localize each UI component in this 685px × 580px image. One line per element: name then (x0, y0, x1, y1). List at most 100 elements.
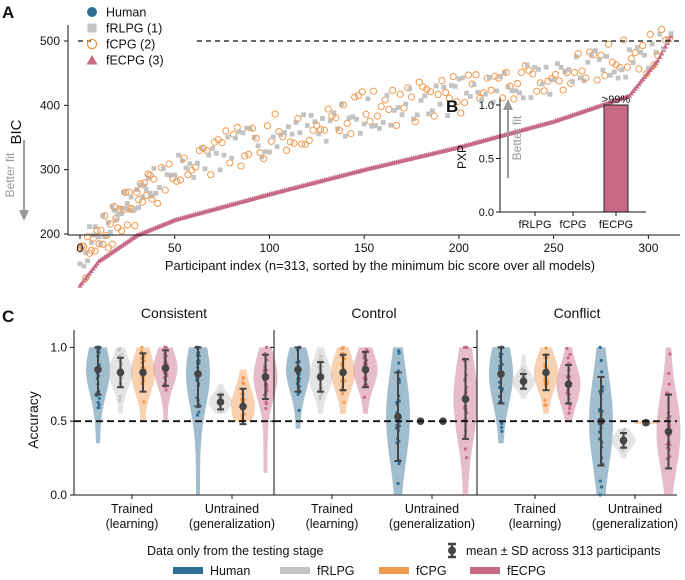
bic-point-fcpg (593, 76, 601, 84)
bic-point-frlpg (615, 75, 621, 81)
bic-point-fecpg (83, 275, 89, 281)
bic-point-frlpg (649, 41, 655, 47)
violin-point-fcpg (140, 349, 144, 353)
bic-x-tick-label: 100 (259, 241, 279, 255)
bic-point-fcpg (445, 94, 454, 102)
bic-point-frlpg (627, 47, 632, 53)
mean-point (497, 370, 505, 378)
bic-point-frlpg (77, 261, 83, 267)
bic-point-frlpg (437, 101, 443, 107)
bic-x-ticks: 0 50 100 150 200 250 300 (77, 235, 659, 255)
bic-point-frlpg (445, 113, 450, 118)
bic-point-frlpg (320, 116, 325, 121)
mean-point (116, 368, 125, 377)
bic-point-frlpg (297, 130, 303, 136)
bic-point-frlpg (380, 120, 386, 125)
bic-point-frlpg (373, 123, 378, 128)
bic-point-frlpg (520, 95, 526, 101)
accuracy-group-label-line1: Trained (514, 502, 556, 516)
bic-x-tick-label: 150 (354, 241, 374, 255)
model-legend-swatch-fecpg (470, 567, 500, 574)
legend-label: Human (106, 6, 146, 20)
bic-point-frlpg (323, 138, 329, 144)
accuracy-panel-title: Conflict (554, 305, 601, 321)
bic-point-frlpg (331, 110, 337, 116)
bic-point-frlpg (486, 75, 492, 80)
legend-label: fRLPG (1) (106, 22, 162, 36)
stat-legend: mean ± SD across 313 participants (448, 542, 660, 559)
accuracy-y-axis-label: Accuracy (25, 391, 41, 449)
bic-point-fcpg (148, 195, 156, 203)
bic-point-fcpg (118, 227, 126, 235)
mean-point (394, 412, 402, 421)
bic-point-frlpg (596, 57, 602, 62)
bic-point-frlpg (645, 65, 651, 71)
bic-point-fcpg (472, 71, 480, 79)
bic-point-frlpg (592, 48, 598, 53)
bic-scatter-points (76, 25, 674, 288)
model-legend-swatch-frlpg (280, 567, 310, 574)
bic-point-frlpg (452, 83, 458, 89)
bic-point-frlpg (471, 82, 477, 87)
panel-c-label: C (2, 307, 14, 326)
violin-point-fecpg (462, 345, 467, 349)
bic-point-frlpg (187, 161, 193, 167)
panel-c: C Accuracy Consistent0.00.51.0Trained(le… (2, 305, 681, 578)
bic-point-frlpg (407, 86, 413, 92)
bic-point-frlpg (151, 165, 157, 171)
violin-point-fecpg (164, 388, 168, 392)
legend-marker-frlpg (87, 23, 97, 33)
bic-point-frlpg (164, 172, 170, 178)
bic-point-fcpg (241, 152, 249, 160)
accuracy-y-tick-label: 0.5 (50, 414, 67, 428)
violin-point-fecpg (667, 382, 671, 386)
bic-point-fcpg (286, 138, 294, 146)
mean-point (94, 365, 102, 374)
bic-point-frlpg (403, 101, 409, 107)
bic-point-fcpg (150, 175, 158, 183)
bic-point-frlpg (121, 189, 126, 195)
bic-point-frlpg (577, 75, 583, 81)
bic-point-fecpg (657, 54, 663, 60)
bic-point-frlpg (312, 119, 318, 125)
bic-point-frlpg (248, 126, 253, 132)
bic-point-frlpg (376, 126, 382, 131)
violin-point-fcpg (142, 400, 146, 404)
bic-point-fcpg (305, 136, 313, 145)
bic-point-frlpg (259, 154, 265, 160)
bic-y-tick-label: 300 (40, 163, 60, 177)
bic-point-frlpg (111, 207, 117, 213)
bic-point-frlpg (418, 98, 424, 103)
bic-point-fcpg (373, 112, 382, 120)
accuracy-group-label-line2: (generalization) (592, 517, 678, 531)
bic-point-fcpg (80, 243, 88, 251)
accuracy-panel-title: Consistent (141, 305, 207, 321)
bic-point-frlpg (433, 83, 439, 89)
bic-point-frlpg (608, 72, 613, 78)
violin-point-human (500, 421, 504, 426)
bic-point-fcpg (93, 226, 101, 235)
bic-point-frlpg (426, 111, 432, 117)
bic-point-frlpg (270, 134, 276, 140)
mean-point (461, 395, 470, 403)
bic-point-fcpg (82, 274, 90, 282)
bic-point-fcpg (309, 126, 317, 134)
bic-point-frlpg (202, 166, 208, 172)
bic-point-frlpg (361, 121, 367, 127)
violin-point-human (598, 479, 602, 483)
accuracy-group-label-line2: (learning) (306, 517, 359, 531)
accuracy-x-ticks: Trained(learning) Untrained(generalizatio… (306, 495, 475, 531)
accuracy-x-ticks: Trained(learning) Untrained(generalizatio… (509, 495, 678, 531)
bic-point-frlpg (251, 135, 257, 140)
violin-point-fcpg (241, 376, 245, 381)
bic-point-frlpg (104, 234, 109, 239)
accuracy-panel-conflict: Conflict Trained(learning) Untrained(gener… (473, 305, 681, 531)
bic-point-frlpg (143, 187, 149, 192)
accuracy-panel-title: Control (351, 305, 396, 321)
violin-point-frlpg (318, 394, 322, 398)
violin-point-human (197, 410, 201, 414)
bic-point-frlpg (339, 101, 344, 107)
bic-point-frlpg (490, 99, 496, 105)
bic-point-frlpg (630, 60, 636, 65)
